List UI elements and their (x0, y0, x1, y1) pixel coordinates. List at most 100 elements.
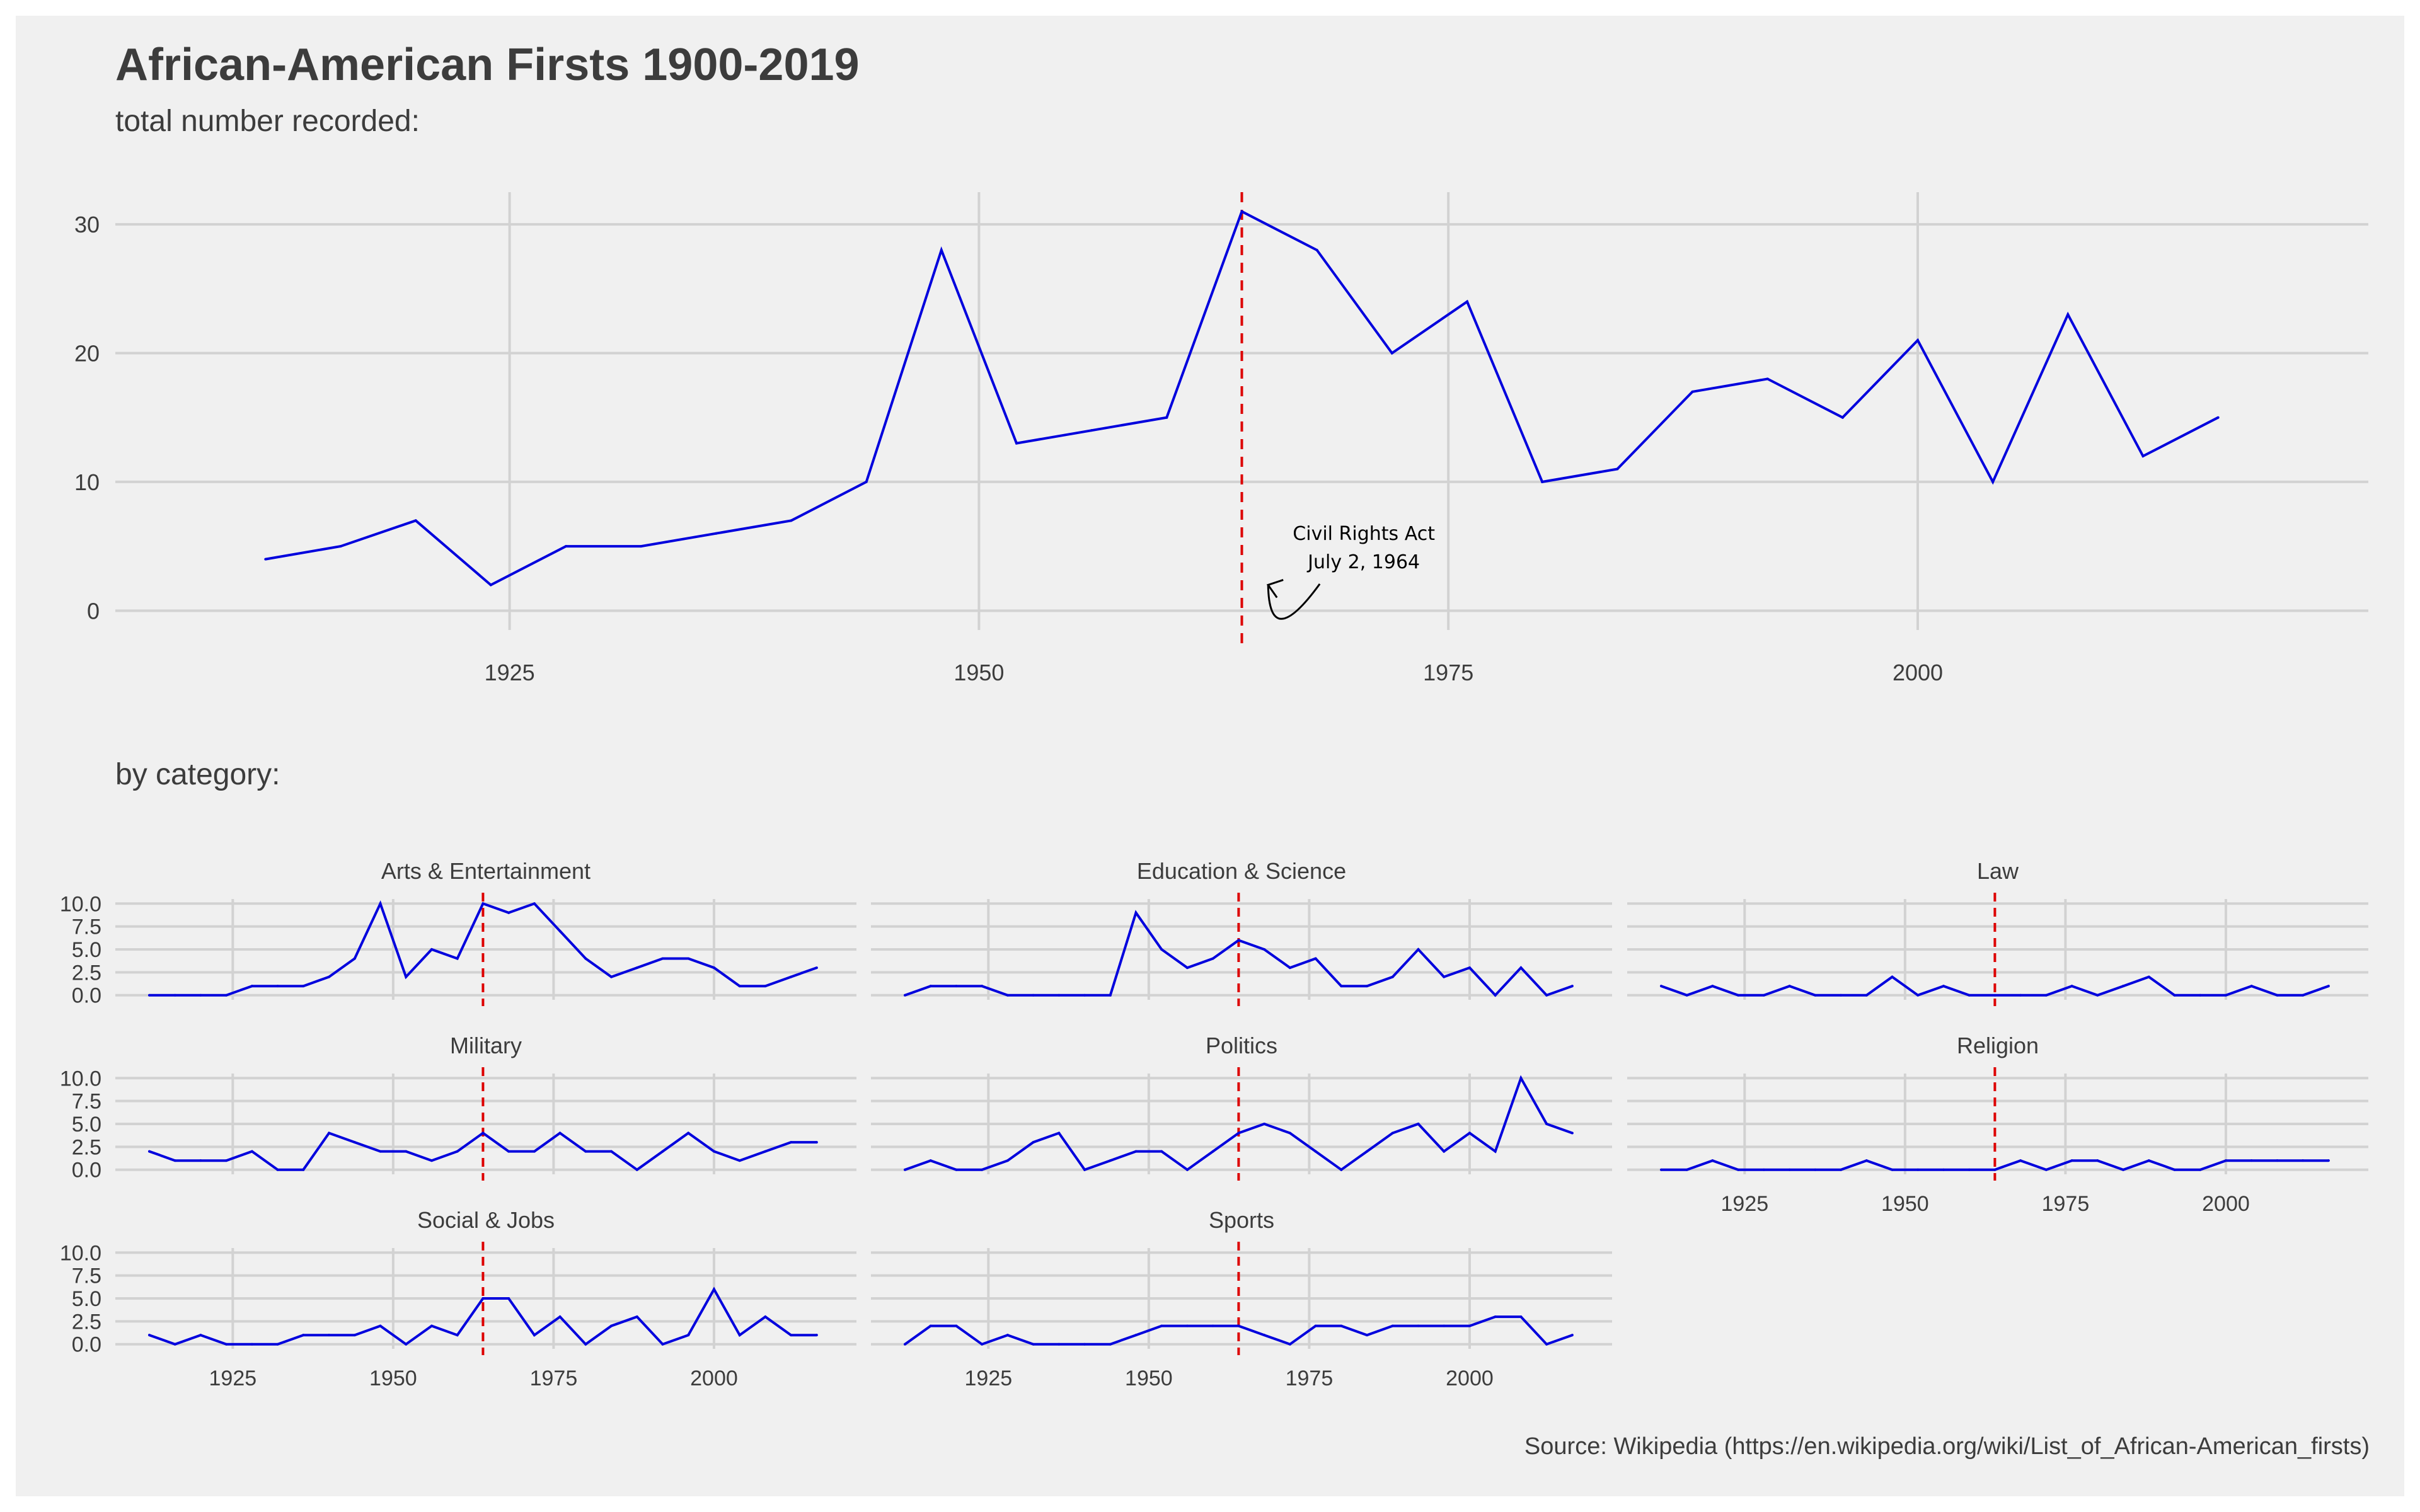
facet-y-tick-label: 7.5 (72, 1264, 101, 1288)
annotation-arrow (1267, 583, 1321, 620)
facet-data-point (1443, 975, 1446, 978)
facet-data-point (738, 1334, 741, 1337)
facet-data-point (1391, 1324, 1394, 1327)
facet-data-point (1737, 994, 1740, 997)
facet-data-point (1314, 1150, 1317, 1153)
facet-data-point (2044, 994, 2048, 997)
facet-data-point (1519, 1315, 1523, 1319)
facet-data-point (584, 1150, 587, 1153)
facet-data-point (2199, 994, 2202, 997)
facet-title: Arts & Entertainment (381, 858, 591, 884)
facet-data-point (147, 994, 151, 997)
facet-data-point (1160, 1150, 1163, 1153)
facet-data-point (250, 1150, 253, 1153)
y-tick-label: 20 (74, 341, 100, 367)
facet-data-point (225, 1159, 228, 1162)
facet-title: Military (450, 1033, 522, 1058)
facet-data-point (276, 985, 279, 988)
total-data-point (1991, 480, 1995, 483)
facet-data-point (712, 1288, 715, 1291)
facet-data-point (1185, 1324, 1189, 1327)
total-data-point (414, 519, 417, 522)
facet-data-point (1263, 1123, 1266, 1125)
facet-data-point (1519, 1077, 1523, 1080)
x-tick-label: 1975 (1423, 660, 1473, 685)
facet-data-point (738, 1159, 741, 1162)
facet-y-tick-label: 5.0 (72, 938, 101, 962)
facet-data-point (2302, 1159, 2305, 1162)
facet-x-tick-label: 1950 (1881, 1192, 1929, 1216)
x-tick-label: 1950 (954, 660, 1004, 685)
facet-data-point (790, 1334, 793, 1337)
facet-data-point (481, 1131, 485, 1135)
facet-data-point (687, 1334, 690, 1337)
facet-data-point (2173, 994, 2176, 997)
facet-y-tick-label: 10.0 (60, 1067, 101, 1091)
facet-x-tick-label: 1925 (1721, 1192, 1769, 1216)
facet-data-point (558, 1131, 562, 1135)
facet-data-point (276, 1343, 279, 1346)
facet-y-tick-label: 7.5 (72, 915, 101, 939)
facet-data-point (1083, 994, 1086, 997)
facet-y-tick-label: 0.0 (72, 984, 101, 1008)
facet-data-point (225, 994, 228, 997)
total-data-point (1616, 467, 1619, 471)
facet-data-point (328, 975, 331, 978)
facet-data-point (1570, 1334, 1574, 1337)
facet-data-point (1109, 994, 1112, 997)
facet-data-point (635, 1168, 638, 1171)
total-data-point (1015, 442, 1018, 445)
facet-title: Social & Jobs (417, 1207, 555, 1233)
facet-data-point (903, 1168, 906, 1171)
total-data-point (865, 480, 868, 483)
facet-data-point (610, 975, 613, 978)
facet-data-point (379, 1150, 382, 1153)
facet-data-point (456, 1150, 459, 1153)
facet-data-point (481, 1297, 485, 1300)
facet-data-point (584, 1343, 587, 1346)
facet-data-point (1032, 1343, 1035, 1346)
facet-data-point (1134, 1334, 1138, 1337)
facet-data-point (955, 985, 958, 988)
facet-data-point (302, 985, 305, 988)
facet-data-point (1288, 966, 1291, 970)
facet-data-point (405, 975, 408, 978)
facet-data-point (430, 1159, 433, 1162)
facet-y-tick-label: 10.0 (60, 892, 101, 916)
total-data-point (1390, 352, 1393, 355)
facet-data-point (1237, 1324, 1240, 1327)
facet-data-point (1891, 975, 1894, 978)
facet-data-point (2199, 1168, 2202, 1171)
facet-data-point (1057, 1131, 1061, 1135)
facet-data-point (929, 985, 932, 988)
facet-data-point (712, 966, 715, 970)
facet-data-point (815, 1334, 818, 1337)
facet-data-point (2070, 1159, 2073, 1162)
facet-data-point (481, 902, 485, 905)
facet-data-point (1366, 1334, 1369, 1337)
facet-x-tick-label: 1925 (965, 1366, 1013, 1390)
total-data-point (1240, 210, 1243, 213)
facet-data-point (1083, 1168, 1086, 1171)
facet-data-point (507, 1150, 510, 1153)
total-data-point (790, 519, 793, 522)
facet-data-point (1006, 1334, 1009, 1337)
facet-data-point (1814, 994, 1817, 997)
facet-data-point (1468, 1131, 1471, 1135)
facet-data-point (1366, 985, 1369, 988)
facet-data-point (1032, 994, 1035, 997)
total-data-point (640, 545, 643, 548)
total-data-point (1916, 339, 1919, 342)
facet-data-point (2276, 1159, 2279, 1162)
facet-data-point (1134, 911, 1138, 914)
facet-data-point (2173, 1168, 2176, 1171)
facet-data-point (199, 1334, 202, 1337)
y-tick-label: 10 (74, 469, 100, 495)
total-data-point (489, 583, 492, 587)
facet-y-tick-label: 0.0 (72, 1159, 101, 1183)
facet-x-tick-label: 1950 (369, 1366, 417, 1390)
facet-data-point (1685, 1168, 1688, 1171)
facet-data-point (1942, 985, 1945, 988)
facet-data-point (147, 1150, 151, 1153)
facet-data-point (1443, 1324, 1446, 1327)
